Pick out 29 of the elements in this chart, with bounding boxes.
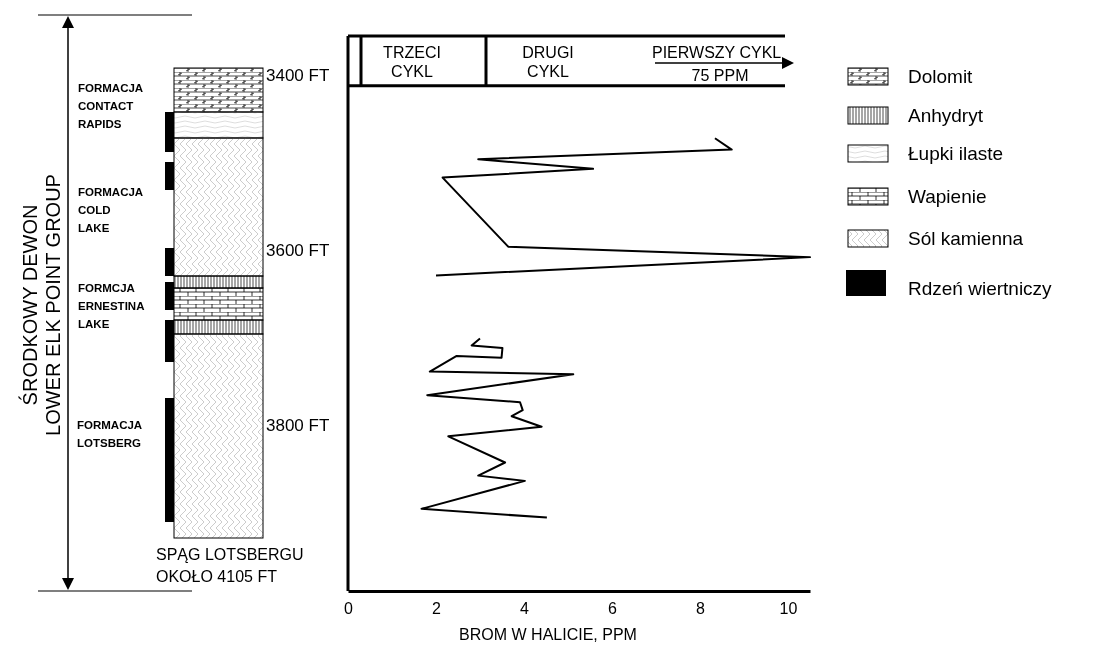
text: FORMACJA LOTSBERG (77, 419, 143, 450)
annotation: 75 PPM (691, 66, 749, 84)
y-tick-label: 3600 FT (266, 241, 330, 261)
x-tick-label: 0 (344, 600, 354, 618)
text: Rdzeń wiertniczy (908, 277, 1053, 299)
x-tick-label: 4 (520, 600, 530, 618)
text: SPĄG LOTSBERGU OKOŁO 4105 FT (156, 545, 304, 585)
y-tick-label: 3400 FT (266, 66, 330, 86)
text: Anhydryt (908, 104, 984, 126)
annotation: TRZECI CYKL (383, 43, 441, 80)
annotation: PIERWSZY CYKL (652, 43, 782, 61)
text: FORMCJA ERNESTINA LAKE (78, 282, 145, 331)
x-tick-label: 6 (608, 600, 618, 618)
text: FORMACJA COLD LAKE (78, 186, 144, 235)
text: Dolomit (908, 65, 974, 87)
x-axis-title: BROM W HALICIE, PPM (459, 626, 637, 643)
annotation: DRUGI CYKL (522, 43, 574, 80)
x-tick-label: 8 (696, 600, 706, 618)
text: Sól kamienna (908, 227, 1024, 249)
x-tick-label: 2 (432, 600, 442, 618)
line-series (435, 137, 811, 277)
text: Łupki ilaste (908, 142, 1004, 164)
text: FORMACJA CONTACT RAPIDS (78, 82, 144, 131)
text: Wapienie (908, 185, 987, 207)
text: LOWER ELK POINT GROUP (42, 174, 64, 436)
x-tick-label: 10 (779, 600, 798, 618)
text: ŚRODKOWY DEWON (18, 204, 41, 406)
line-series (420, 337, 575, 519)
y-tick-label: 3800 FT (266, 415, 330, 435)
